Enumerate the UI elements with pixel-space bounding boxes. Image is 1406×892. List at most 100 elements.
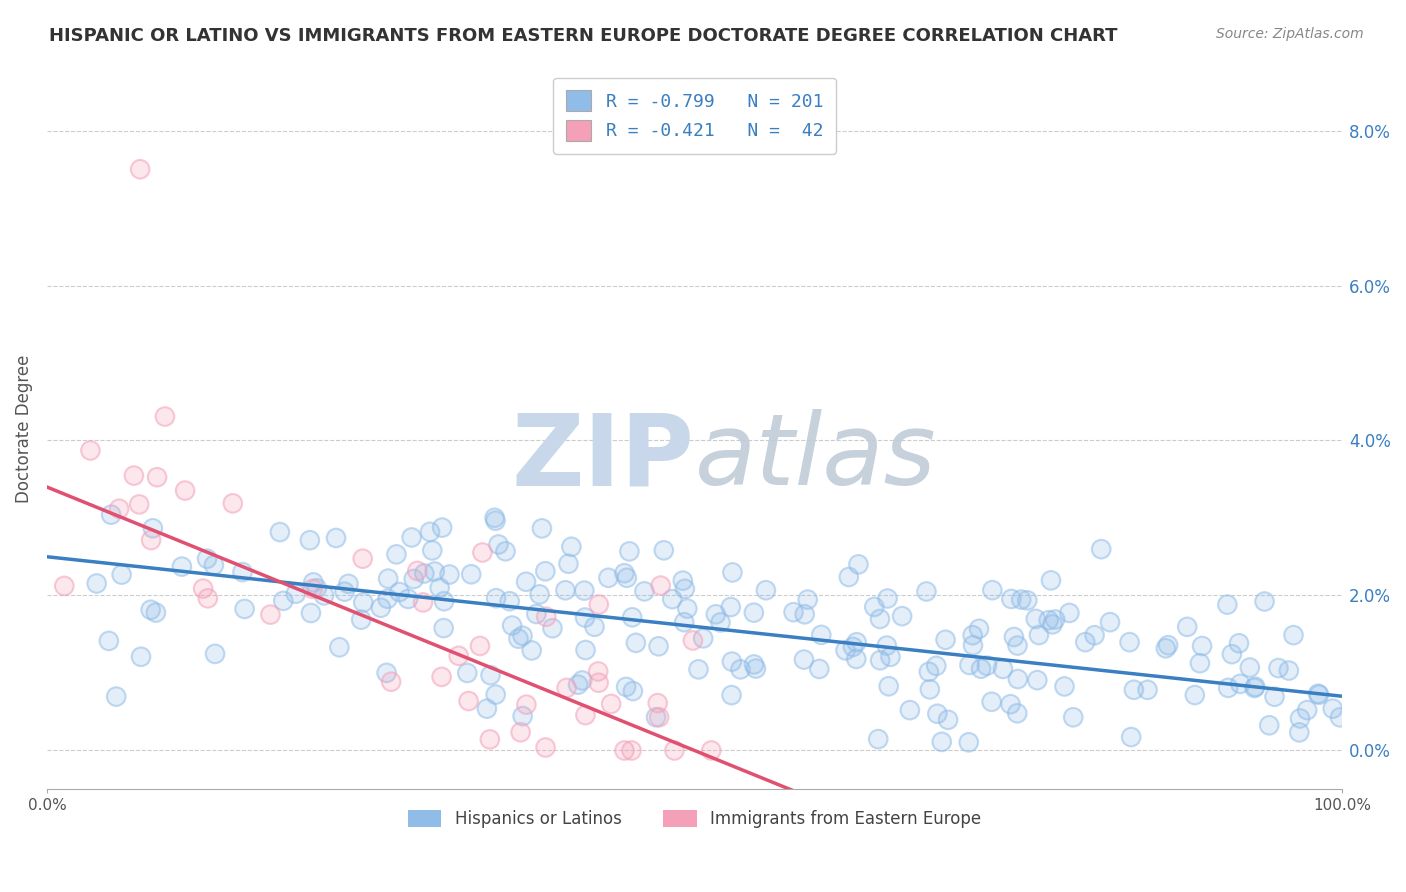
Point xyxy=(495,544,517,558)
Point xyxy=(430,520,453,534)
Point xyxy=(1053,680,1076,694)
Point xyxy=(484,510,506,524)
Point xyxy=(1000,591,1022,606)
Point xyxy=(925,658,948,673)
Point xyxy=(534,609,557,624)
Point xyxy=(534,740,557,755)
Point xyxy=(1136,682,1159,697)
Point xyxy=(122,468,145,483)
Point xyxy=(1010,592,1032,607)
Point xyxy=(848,558,870,572)
Point xyxy=(692,632,714,646)
Point xyxy=(1267,661,1289,675)
Point xyxy=(957,735,980,749)
Point xyxy=(509,725,531,739)
Point xyxy=(845,635,868,649)
Point xyxy=(195,551,218,566)
Point xyxy=(842,640,865,654)
Point xyxy=(305,581,328,595)
Point xyxy=(402,572,425,586)
Point xyxy=(388,585,411,599)
Point xyxy=(567,678,589,692)
Point xyxy=(129,649,152,664)
Point xyxy=(269,524,291,539)
Point xyxy=(1043,613,1066,627)
Point xyxy=(721,566,744,580)
Point xyxy=(664,743,686,757)
Point xyxy=(936,713,959,727)
Point xyxy=(633,584,655,599)
Point xyxy=(468,639,491,653)
Point xyxy=(146,470,169,484)
Point xyxy=(1288,725,1310,739)
Point xyxy=(53,579,76,593)
Point xyxy=(302,575,325,590)
Point xyxy=(534,564,557,578)
Point xyxy=(1062,710,1084,724)
Point xyxy=(1218,681,1240,695)
Point xyxy=(108,501,131,516)
Point xyxy=(1282,628,1305,642)
Point xyxy=(460,567,482,582)
Point xyxy=(328,640,350,655)
Point xyxy=(676,601,699,615)
Point xyxy=(621,684,644,698)
Point xyxy=(202,558,225,573)
Point xyxy=(97,633,120,648)
Point xyxy=(534,740,557,755)
Point xyxy=(842,640,865,654)
Point xyxy=(1154,641,1177,656)
Point xyxy=(457,694,479,708)
Point xyxy=(721,566,744,580)
Point xyxy=(111,567,134,582)
Point xyxy=(512,709,534,723)
Point xyxy=(633,584,655,599)
Point xyxy=(501,618,523,632)
Point xyxy=(423,565,446,579)
Point xyxy=(876,639,898,653)
Point xyxy=(863,599,886,614)
Point xyxy=(197,591,219,606)
Point xyxy=(661,592,683,607)
Point xyxy=(1007,639,1029,653)
Point xyxy=(879,649,901,664)
Point xyxy=(457,694,479,708)
Point xyxy=(1007,639,1029,653)
Point xyxy=(1074,635,1097,649)
Point xyxy=(682,633,704,648)
Point xyxy=(1188,657,1211,671)
Point xyxy=(388,585,411,599)
Point xyxy=(202,558,225,573)
Point xyxy=(742,657,765,672)
Point xyxy=(484,514,506,528)
Point xyxy=(848,558,870,572)
Point xyxy=(613,566,636,581)
Point xyxy=(86,576,108,591)
Point xyxy=(1007,706,1029,721)
Point xyxy=(704,607,727,622)
Point xyxy=(1002,630,1025,644)
Point xyxy=(420,543,443,558)
Y-axis label: Doctorate Degree: Doctorate Degree xyxy=(15,355,32,503)
Point xyxy=(613,743,636,757)
Point xyxy=(1218,681,1240,695)
Point xyxy=(195,551,218,566)
Point xyxy=(447,648,470,663)
Point xyxy=(1227,636,1250,650)
Point xyxy=(1121,730,1143,744)
Point xyxy=(598,571,620,585)
Point xyxy=(520,643,543,657)
Point xyxy=(661,592,683,607)
Point xyxy=(876,639,898,653)
Point xyxy=(433,621,456,635)
Point xyxy=(918,682,941,697)
Point xyxy=(79,443,101,458)
Point xyxy=(1000,697,1022,711)
Point xyxy=(377,591,399,606)
Point xyxy=(915,584,938,599)
Point xyxy=(560,540,582,554)
Point xyxy=(869,653,891,667)
Point xyxy=(613,743,636,757)
Point xyxy=(745,662,768,676)
Point xyxy=(478,732,501,747)
